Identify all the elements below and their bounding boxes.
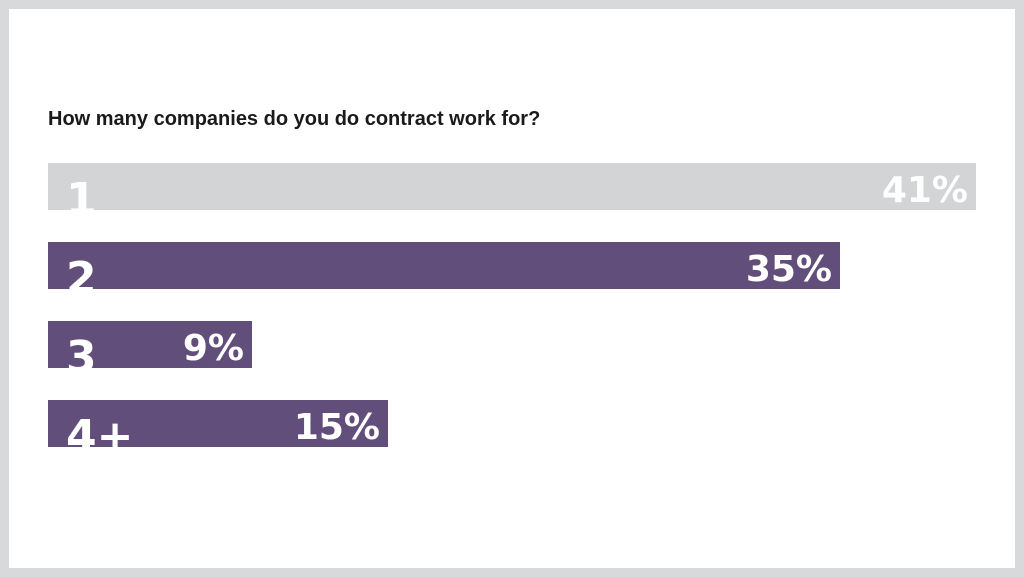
bar-category-label: 3	[66, 332, 97, 383]
bar-group: 1 41%	[48, 163, 976, 225]
bar-category-label: 4+	[66, 411, 133, 462]
bar-value-label: 35%	[746, 249, 832, 290]
bar	[48, 163, 976, 210]
bar	[48, 242, 840, 289]
bar-group: 2 35%	[48, 242, 840, 304]
bar	[48, 400, 388, 447]
chart-title: How many companies do you do contract wo…	[48, 108, 541, 130]
bar-value-label: 15%	[294, 407, 380, 448]
bar-category-label: 1	[66, 174, 97, 225]
bar-value-label: 9%	[183, 328, 244, 369]
bar-group: 3 9%	[48, 321, 252, 383]
bar-group: 4+ 15%	[48, 400, 388, 462]
bar	[48, 321, 252, 368]
bar-category-label: 2	[66, 253, 97, 304]
bar-value-label: 41%	[882, 170, 968, 211]
